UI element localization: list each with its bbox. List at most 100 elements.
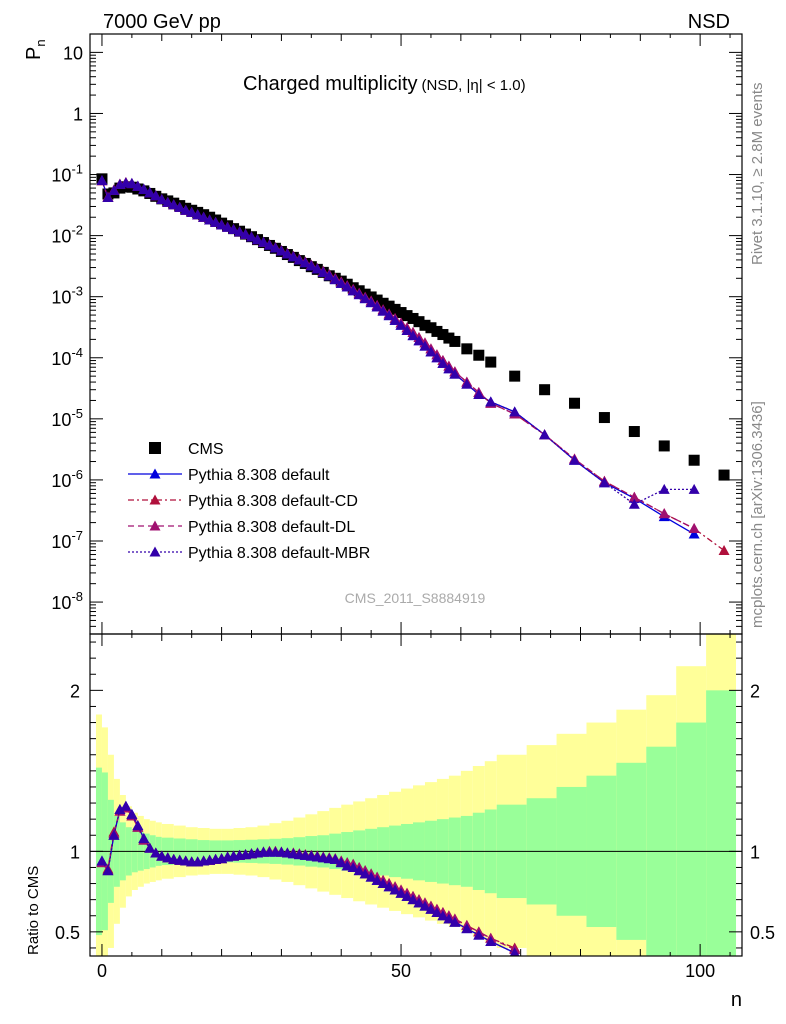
- y-tick-label-base: 10: [51, 471, 71, 491]
- y-tick-label-exp: -6: [71, 467, 83, 482]
- data-point-data: [473, 349, 485, 361]
- point-mbr: [365, 297, 377, 308]
- point-mbr: [485, 396, 497, 407]
- y-tick-label-base: 10: [51, 532, 71, 552]
- point-mbr: [299, 257, 311, 268]
- point-mbr: [204, 214, 216, 225]
- rivet-info: Rivet 3.1.10, ≥ 2.8M events: [749, 83, 766, 266]
- ratio-point-mbr: [102, 865, 114, 876]
- point-mbr: [598, 477, 610, 488]
- point-dl: [628, 491, 640, 502]
- point-mbr: [628, 498, 640, 509]
- point-mbr: [539, 429, 551, 440]
- ratio-point-mbr: [132, 820, 144, 831]
- data-point-data: [539, 384, 551, 396]
- y-tick-label-exp: -3: [71, 284, 83, 299]
- point-mbr: [377, 305, 389, 316]
- data-point-data: [443, 332, 455, 344]
- point-mbr: [275, 245, 287, 256]
- point-mbr: [257, 236, 269, 247]
- point-mbr: [569, 454, 581, 465]
- ratio-point-mbr: [120, 800, 132, 811]
- ratio-point-mbr: [437, 910, 449, 921]
- ratio-y-tick-label-right: 2: [750, 681, 760, 701]
- y-tick-label: 10-4: [51, 345, 83, 369]
- y-tick-label-exp: -7: [71, 528, 83, 543]
- point-dl: [688, 523, 700, 534]
- point-mbr: [222, 221, 234, 232]
- data-point-data: [509, 370, 521, 382]
- point-mbr: [168, 199, 180, 210]
- point-mbr: [293, 254, 305, 265]
- legend-marker-cd: [149, 494, 161, 505]
- point-mbr: [287, 251, 299, 262]
- point-mbr: [407, 330, 419, 341]
- main-series: [96, 173, 730, 555]
- ratio-point-mbr: [126, 808, 138, 819]
- point-mbr: [234, 226, 246, 237]
- x-tick-label: 0: [97, 961, 107, 981]
- y-axis-label-base: P: [23, 47, 45, 60]
- point-cd: [718, 544, 730, 555]
- data-point-data: [485, 356, 497, 368]
- ratio-point-mbr: [144, 842, 156, 853]
- y-tick-label-base: 10: [51, 349, 71, 369]
- ratio-point-mbr: [395, 887, 407, 898]
- y-tick-label-base: 10: [51, 288, 71, 308]
- point-mbr: [263, 239, 275, 250]
- legend-marker-data: [149, 442, 161, 454]
- ratio-point-mbr: [96, 855, 108, 866]
- legend-marker-dl: [149, 520, 161, 531]
- point-mbr: [317, 266, 329, 277]
- ratio-point-mbr: [335, 857, 347, 868]
- point-mbr: [401, 324, 413, 335]
- ratio-point-mbr: [353, 865, 365, 876]
- ratio-point-mbr: [150, 847, 162, 858]
- data-point-data: [658, 440, 670, 452]
- point-mbr: [658, 483, 670, 494]
- ratio-point-mbr: [389, 884, 401, 895]
- energy-label: 7000 GeV pp: [103, 11, 221, 33]
- point-mbr: [228, 223, 240, 234]
- y-tick-label: 10-8: [51, 589, 83, 613]
- ratio-point-mbr: [419, 900, 431, 911]
- ratio-y-axis-label: Ratio to CMS: [25, 866, 42, 955]
- y-tick-label: 10-2: [51, 223, 83, 247]
- point-mbr: [186, 206, 198, 217]
- legend-marker-mbr: [149, 546, 161, 557]
- point-mbr: [192, 209, 204, 220]
- y-tick-label: 1: [73, 104, 83, 124]
- ratio-point-mbr: [108, 829, 120, 840]
- y-tick-label-exp: -8: [71, 589, 83, 604]
- point-mbr: [132, 180, 144, 191]
- ratio-y-tick-label-right: 0.5: [750, 923, 775, 943]
- ratio-point-mbr: [413, 897, 425, 908]
- data-point-data: [383, 300, 395, 312]
- ratio-point-mbr: [371, 874, 383, 885]
- plot-title-main: Charged multiplicity: [243, 73, 418, 95]
- legend-marker-default: [149, 468, 161, 479]
- y-axis-label: Pn: [23, 39, 48, 60]
- data-point-data: [419, 319, 431, 331]
- point-mbr: [246, 231, 258, 242]
- point-mbr: [359, 293, 371, 304]
- point-mbr: [431, 352, 443, 363]
- point-mbr: [180, 204, 192, 215]
- plot-title-cut: (NSD, |η| < 1.0): [422, 77, 526, 94]
- point-mbr: [341, 281, 353, 292]
- point-mbr: [174, 201, 186, 212]
- point-mbr: [102, 192, 114, 203]
- y-tick-label: 10-6: [51, 467, 83, 491]
- legend-label-cd: Pythia 8.308 default-CD: [188, 493, 358, 510]
- ratio-point-mbr: [114, 803, 126, 814]
- ratio-point-mbr: [509, 947, 520, 956]
- y-tick-label-base: 10: [51, 166, 71, 186]
- data-point-data: [407, 312, 419, 324]
- point-mbr: [210, 216, 222, 227]
- y-tick-label: 10: [63, 43, 83, 63]
- data-point-data: [377, 297, 389, 309]
- point-mbr: [323, 270, 335, 281]
- mcplots-info: mcplots.cern.ch [arXiv:1306.3436]: [749, 401, 766, 628]
- ratio-y-tick-label: 0.5: [55, 923, 80, 943]
